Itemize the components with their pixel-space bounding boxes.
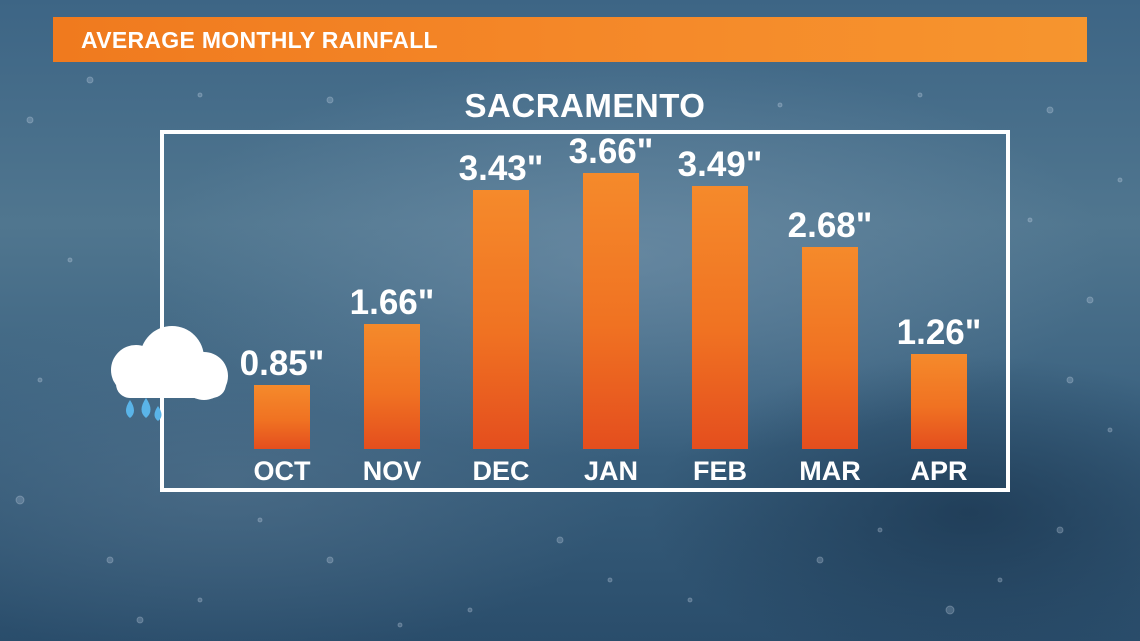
cloud-rain-icon [111, 326, 228, 421]
bar-oct [254, 385, 310, 449]
title-banner: AVERAGE MONTHLY RAINFALL [53, 17, 1087, 62]
value-label-oct: 0.85" [239, 344, 325, 383]
bar-jan [583, 173, 639, 449]
chart-title: SACRAMENTO [464, 87, 706, 124]
bar-feb [692, 186, 748, 449]
category-label-feb: FEB [693, 456, 747, 486]
value-label-feb: 3.49" [677, 145, 763, 184]
category-label-dec: DEC [472, 456, 530, 486]
category-label-jan: JAN [583, 456, 638, 486]
category-label-mar: MAR [799, 456, 861, 486]
page-title: AVERAGE MONTHLY RAINFALL [81, 27, 438, 53]
bar-nov [364, 324, 420, 449]
bar-mar [802, 247, 858, 449]
value-label-dec: 3.43" [458, 149, 544, 188]
bar-dec [473, 190, 529, 449]
value-label-nov: 1.66" [349, 283, 435, 322]
bar-apr [911, 354, 967, 449]
category-label-oct: OCT [253, 456, 311, 486]
chart-frame [160, 130, 1010, 492]
value-label-apr: 1.26" [896, 313, 982, 352]
category-label-nov: NOV [362, 456, 422, 486]
category-label-apr: APR [910, 456, 968, 486]
value-label-mar: 2.68" [787, 206, 873, 245]
value-label-jan: 3.66" [568, 132, 654, 171]
